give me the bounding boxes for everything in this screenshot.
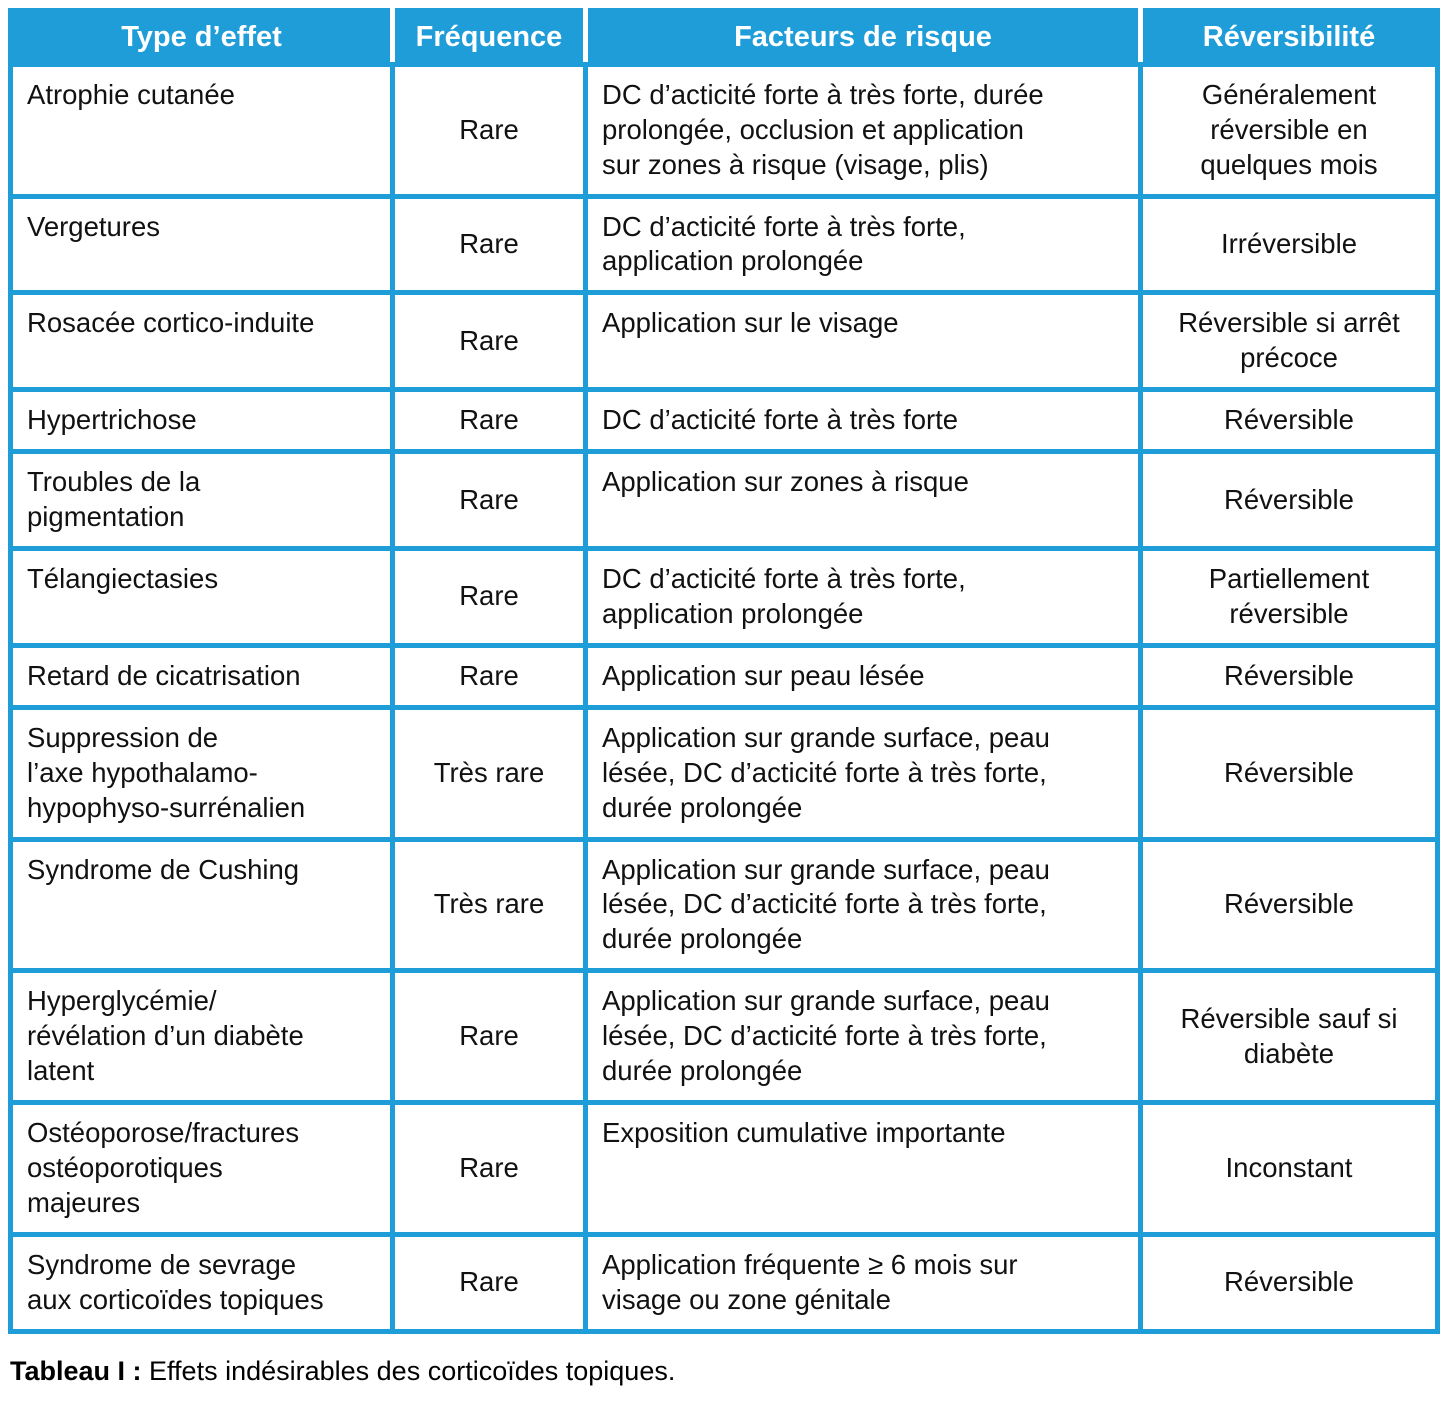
table-caption: Tableau I : Effets indésirables des cort… [10,1356,1435,1387]
cell-risk-factors: Application fréquente ≥ 6 mois sur visag… [583,1231,1143,1334]
cell-effect: Retard de cicatrisation [8,642,395,710]
table-row: Syndrome de Cushing Très rare Application … [8,836,1440,974]
cell-reversibility: Réversible [1138,836,1440,974]
table-row: Atrophie cutanée Rare DC d’acticité forte … [8,61,1440,199]
table-row: Syndrome de sevrage aux corticoïdes topi… [8,1231,1440,1334]
cell-frequency: Rare [390,61,588,199]
cell-effect: Hypertrichose [8,387,395,455]
cell-reversibility: Réversible [1138,387,1440,455]
table-row: Ostéoporose/fractures ostéoporotiques ma… [8,1100,1440,1237]
cell-risk-factors: DC d’acticité forte à très forte, applic… [583,193,1143,296]
cell-effect: Télangiectasies [8,546,395,648]
cell-effect: Vergetures [8,193,395,296]
cell-risk-factors: Application sur grande surface, peau lés… [583,968,1143,1106]
cell-frequency: Rare [390,1231,588,1334]
table-row: Rosacée cortico-induite Rare Application s… [8,290,1440,393]
cell-frequency: Rare [390,193,588,296]
cell-frequency: Rare [390,968,588,1106]
table-row: Vergetures Rare DC d’acticité forte à très… [8,193,1440,296]
cell-reversibility: Réversible sauf si diabète [1138,968,1440,1106]
cell-frequency: Rare [390,1100,588,1237]
cell-reversibility: Irréversible [1138,193,1440,296]
table-row: Suppression de l’axe hypothalamo- hypoph… [8,704,1440,842]
cell-reversibility: Réversible [1138,704,1440,842]
cell-effect: Troubles de la pigmentation [8,449,395,552]
cell-reversibility: Généralement réversible en quelques mois [1138,61,1440,199]
cell-reversibility: Inconstant [1138,1100,1440,1237]
cell-effect: Rosacée cortico-induite [8,290,395,393]
cell-frequency: Rare [390,642,588,710]
cell-risk-factors: Application sur zones à risque [583,449,1143,552]
cell-risk-factors: DC d’acticité forte à très forte, applic… [583,546,1143,648]
cell-risk-factors: Application sur peau lésée [583,642,1143,710]
cell-frequency: Très rare [390,836,588,974]
table-body: Atrophie cutanée Rare DC d’acticité forte … [8,61,1440,1334]
cell-risk-factors: DC d’acticité forte à très forte [583,387,1143,455]
column-header-frequency: Fréquence [390,8,588,67]
cell-frequency: Rare [390,546,588,648]
cell-reversibility: Réversible si arrêt précoce [1138,290,1440,393]
cell-frequency: Très rare [390,704,588,842]
cell-effect: Hyperglycémie/ révélation d’un diabète l… [8,968,395,1106]
cell-effect: Syndrome de Cushing [8,836,395,974]
header-row: Type d’effet Fréquence Facteurs de risqu… [8,8,1440,67]
table-row: Hypertrichose Rare DC d’acticité forte à t… [8,387,1440,455]
cell-reversibility: Partiellement réversible [1138,546,1440,648]
table-row: Télangiectasies Rare DC d’acticité forte à… [8,546,1440,648]
adverse-effects-table: Type d’effet Fréquence Facteurs de risqu… [8,8,1440,1334]
cell-risk-factors: DC d’acticité forte à très forte, durée … [583,61,1143,199]
column-header-risk-factors: Facteurs de risque [583,8,1143,67]
cell-reversibility: Réversible [1138,642,1440,710]
table-row: Troubles de la pigmentation Rare Applicati… [8,449,1440,552]
cell-frequency: Rare [390,387,588,455]
caption-text: Effets indésirables des corticoïdes topi… [141,1355,676,1386]
cell-risk-factors: Application sur grande surface, peau lés… [583,836,1143,974]
cell-risk-factors: Exposition cumulative importante [583,1100,1143,1237]
column-header-effect-type: Type d’effet [8,8,395,67]
column-header-reversibility: Réversibilité [1138,8,1440,67]
caption-label: Tableau I : [10,1355,142,1386]
cell-effect: Suppression de l’axe hypothalamo- hypoph… [8,704,395,842]
table-row: Retard de cicatrisation Rare Application s… [8,642,1440,710]
cell-risk-factors: Application sur grande surface, peau lés… [583,704,1143,842]
cell-reversibility: Réversible [1138,449,1440,552]
cell-reversibility: Réversible [1138,1231,1440,1334]
cell-effect: Atrophie cutanée [8,61,395,199]
cell-frequency: Rare [390,449,588,552]
cell-risk-factors: Application sur le visage [583,290,1143,393]
cell-effect: Ostéoporose/fractures ostéoporotiques ma… [8,1100,395,1237]
cell-effect: Syndrome de sevrage aux corticoïdes topi… [8,1231,395,1334]
table-row: Hyperglycémie/ révélation d’un diabète l… [8,968,1440,1106]
cell-frequency: Rare [390,290,588,393]
table-header: Type d’effet Fréquence Facteurs de risqu… [8,8,1440,67]
